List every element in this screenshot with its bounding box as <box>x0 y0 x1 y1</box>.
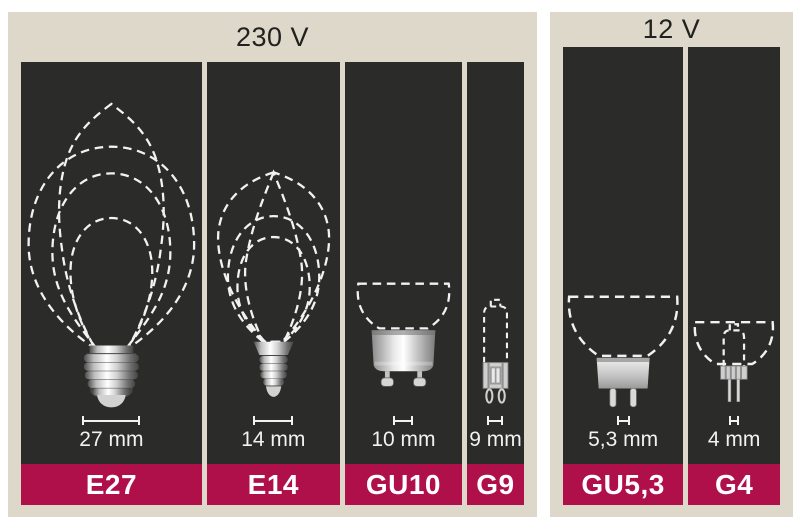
socket-code-badge: G9 <box>466 464 524 505</box>
size-label: 9 mm <box>469 428 522 451</box>
bulb-art <box>207 62 340 414</box>
size-label: 14 mm <box>241 428 306 451</box>
bulb-display-area: 5,3 mm <box>563 47 684 464</box>
bulb-display-area: 10 mm <box>344 62 462 464</box>
measure-ruler <box>82 416 141 425</box>
size-label: 4 mm <box>707 428 761 451</box>
bulb-art <box>345 62 462 414</box>
bulb-display-area: 4 mm <box>688 47 780 464</box>
e14-bulb-icon <box>216 169 330 397</box>
socket-column-e27: 27 mm E27 <box>21 62 202 505</box>
measure-ruler <box>393 416 414 425</box>
socket-code-badge: GU10 <box>344 464 462 505</box>
socket-code-badge: G4 <box>688 464 780 505</box>
socket-column-e14: 14 mm E14 <box>206 62 340 505</box>
socket-code-badge: GU5,3 <box>563 464 684 505</box>
socket-column-gu53: 5,3 mm GU5,3 <box>563 47 684 505</box>
size-label: 10 mm <box>371 428 436 451</box>
bulb-display-area: 9 mm <box>466 62 524 464</box>
gu53-bulb-icon <box>567 295 679 408</box>
socket-code-badge: E14 <box>206 464 340 505</box>
bulb-display-area: 27 mm <box>21 62 202 464</box>
measure-ruler <box>253 416 294 425</box>
e27-bulb-icon <box>27 102 196 408</box>
columns: 27 mm E27 14 mm E14 10 mm GU10 <box>21 62 524 505</box>
bulb-art <box>467 62 524 414</box>
measure-ruler <box>616 416 630 425</box>
voltage-panel-12v: 12 V 5,3 mm GU5,3 4 mm G4 <box>550 12 793 517</box>
size-label: 5,3 mm <box>588 428 659 451</box>
measure-ruler <box>487 416 504 425</box>
bulb-art <box>563 47 683 414</box>
size-label: 27 mm <box>79 428 144 451</box>
voltage-label: 230 V <box>235 21 310 52</box>
socket-column-g9: 9 mm G9 <box>466 62 524 505</box>
g9-bulb-icon <box>482 298 509 404</box>
bulb-art <box>21 62 202 414</box>
socket-column-g4: 4 mm G4 <box>688 47 780 505</box>
socket-code-badge: E27 <box>21 464 202 505</box>
measure-ruler <box>729 416 740 425</box>
voltage-panel-230v: 230 V 27 mm E27 14 mm E14 <box>8 12 537 517</box>
gu10-bulb-icon <box>356 282 451 387</box>
socket-column-gu10: 10 mm GU10 <box>344 62 462 505</box>
g4-bulb-icon <box>693 321 775 403</box>
bulb-display-area: 14 mm <box>206 62 340 464</box>
columns: 5,3 mm GU5,3 4 mm G4 <box>563 47 780 505</box>
bulb-art <box>688 47 780 414</box>
voltage-label: 12 V <box>642 14 701 45</box>
